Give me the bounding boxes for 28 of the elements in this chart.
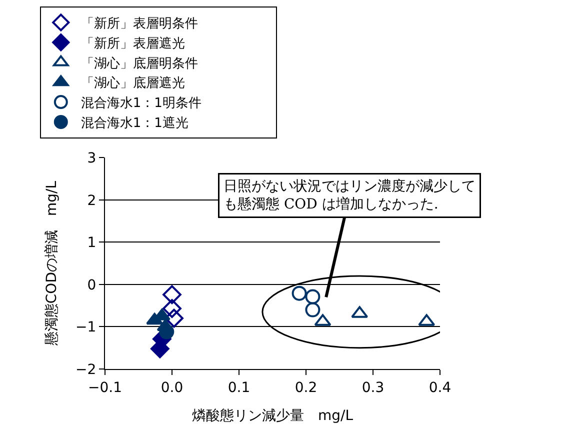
legend-label: 「新所」表層遮光 (80, 36, 185, 52)
y-tick-label: 1 (87, 235, 96, 252)
x-axis-title: 燐酸態リン減少量 mg/L (192, 408, 354, 424)
y-tick-label: −2 (76, 362, 96, 378)
legend-label: 「新所」表層明条件 (80, 16, 198, 32)
x-tick-label: 0.0 (160, 380, 184, 396)
annotation: 日照がない状況ではリン濃度が減少しても懸濁態 COD は増加しなかった. (224, 178, 476, 213)
point (162, 285, 182, 304)
point (159, 324, 174, 340)
x-tick-label: −0.1 (88, 380, 122, 396)
legend-label: 「湖心」底層遮光 (80, 75, 185, 92)
legend-label: 混合海水1：1明条件 (80, 96, 202, 112)
point (305, 289, 320, 304)
y-axis-title: 懸濁態CODの増減 mg/L (43, 180, 60, 347)
x-tick-label: 0.4 (428, 380, 452, 396)
point (292, 286, 307, 301)
x-tick-label: 0.2 (294, 380, 318, 396)
legend-label: 混合海水1：1遮光 (80, 116, 188, 132)
y-tick-label: 0 (87, 277, 96, 294)
legend-label: 「湖心」底層明条件 (80, 55, 198, 72)
y-tick-label: 3 (87, 150, 96, 167)
x-tick-label: 0.1 (228, 380, 250, 396)
point (162, 299, 182, 318)
y-tick-label: −1 (76, 320, 96, 336)
point (164, 308, 184, 328)
y-tick-label: 2 (87, 192, 96, 209)
x-tick-label: 0.3 (362, 380, 384, 396)
point (305, 302, 320, 318)
